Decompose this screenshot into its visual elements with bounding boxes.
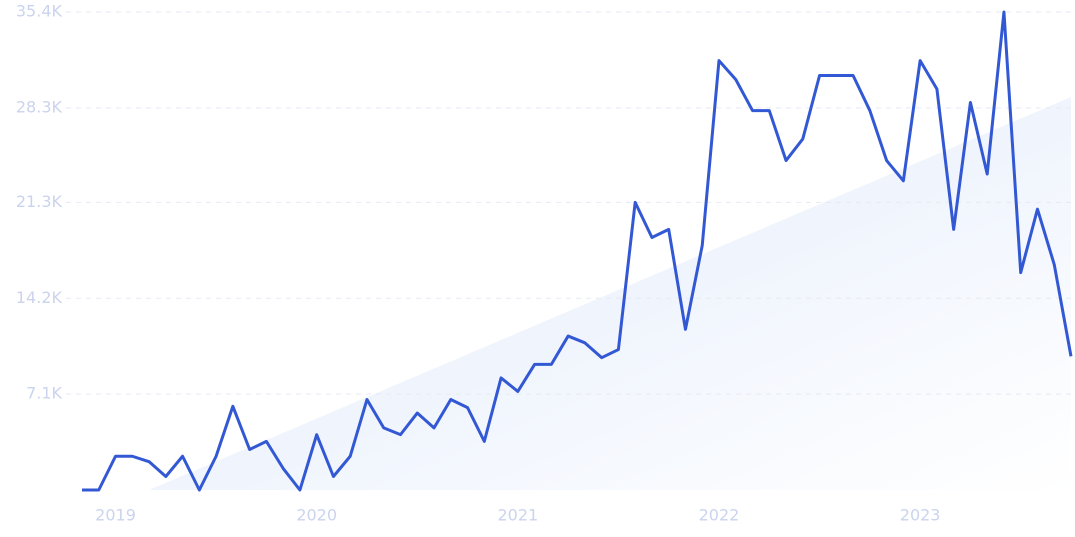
x-tick-label: 2020 — [296, 506, 337, 525]
y-tick-label: 35.4K — [16, 2, 63, 21]
x-tick-label: 2023 — [900, 506, 941, 525]
data-line — [82, 10, 1073, 492]
x-tick-label: 2021 — [497, 506, 538, 525]
trend-area — [149, 97, 1071, 490]
y-tick-label: 28.3K — [16, 97, 63, 116]
y-tick-label: 7.1K — [26, 384, 62, 403]
x-tick-label: 2019 — [95, 506, 136, 525]
y-tick-label: 21.3K — [16, 192, 63, 211]
y-tick-label: 14.2K — [16, 288, 63, 307]
x-tick-label: 2022 — [699, 506, 740, 525]
